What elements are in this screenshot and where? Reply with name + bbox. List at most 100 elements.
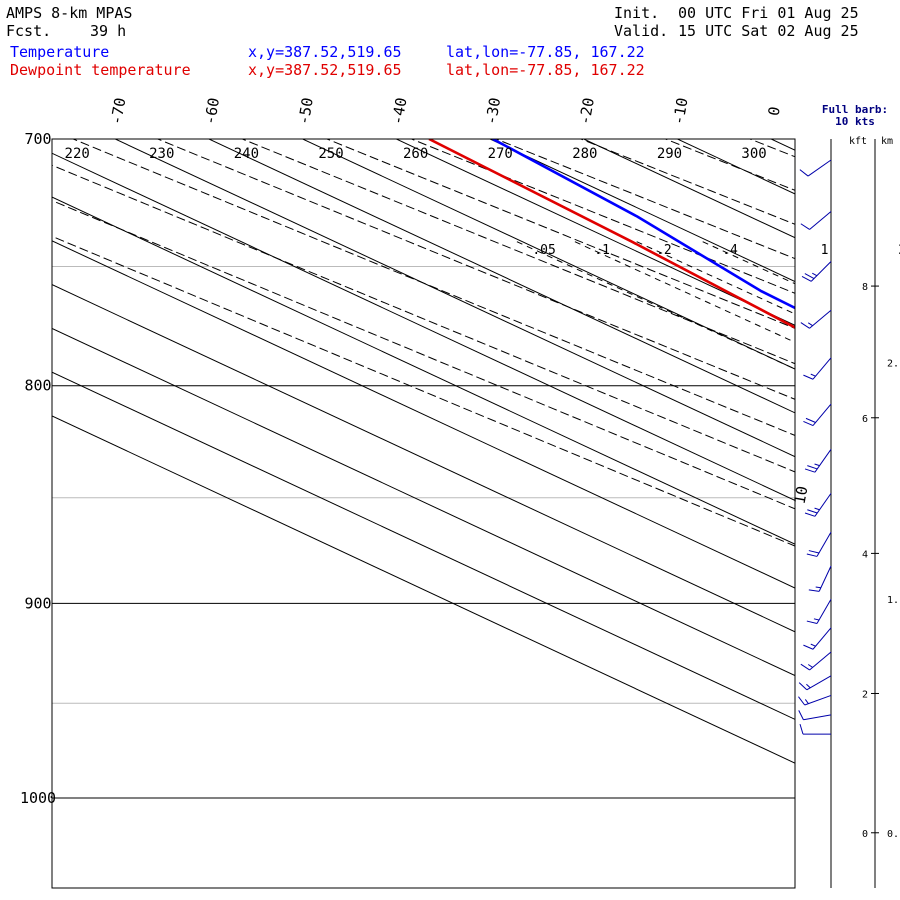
wind-barb xyxy=(803,403,832,427)
isotherm xyxy=(301,139,795,370)
dry-adiabat xyxy=(241,139,795,365)
isotherm xyxy=(52,196,795,545)
theta-label: 240 xyxy=(234,146,259,162)
legend-temperature-latlon: lat,lon=-77.85, 167.22 xyxy=(446,43,645,61)
wind-barb-half-feather xyxy=(807,322,813,327)
wind-barb-feather xyxy=(807,509,818,514)
plot-background xyxy=(52,139,795,888)
wind-barb-shaft xyxy=(807,159,832,177)
wind-barb-half-feather xyxy=(814,463,820,467)
wind-barb-half-feather xyxy=(815,586,821,589)
wind-barb-feather xyxy=(804,468,816,473)
valid-label: Valid. xyxy=(614,22,669,40)
isotherm-label: -30 xyxy=(482,96,504,126)
legend-dewpoint-latlon: lat,lon=-77.85, 167.22 xyxy=(446,61,645,79)
kft-tick-label: 8 xyxy=(862,282,868,293)
wind-barb-shaft xyxy=(814,448,832,473)
kft-tick-label: 2 xyxy=(862,689,868,700)
pressure-label-900: 900 xyxy=(24,594,51,612)
wind-barb-half-feather xyxy=(810,373,816,377)
legend-dewpoint-name: Dewpoint temperature xyxy=(10,61,191,79)
wind-barb-feather xyxy=(800,322,810,329)
legend-dewpoint-xy: x,y=387.52,519.65 xyxy=(248,61,402,79)
wind-barb xyxy=(808,565,832,592)
valid-value: 15 UTC Sat 02 Aug 25 xyxy=(678,22,859,40)
temperature-profile-line xyxy=(492,139,795,310)
wind-barb-feather xyxy=(803,374,814,380)
pressure-label-700: 700 xyxy=(24,130,51,148)
wind-barb-shaft xyxy=(809,309,832,329)
wind-barb-feather xyxy=(806,620,818,624)
isotherm xyxy=(52,415,795,764)
wind-barb-shaft xyxy=(812,357,832,380)
isotherm-label: -10 xyxy=(669,96,691,126)
wind-barb-feather xyxy=(804,512,816,517)
wind-barb xyxy=(799,159,832,177)
wind-barb-feather xyxy=(805,417,816,423)
wind-barb xyxy=(800,211,832,230)
wind-barb xyxy=(798,694,832,706)
theta-label: 270 xyxy=(488,146,513,162)
isotherm xyxy=(52,371,795,720)
theta-label: 220 xyxy=(65,146,90,162)
wind-barb-shaft xyxy=(812,627,832,650)
init-value: 00 UTC Fri 01 Aug 25 xyxy=(678,4,859,22)
wind-barb-half-feather xyxy=(814,507,820,511)
plot-frame xyxy=(51,138,796,889)
wind-barb-feather xyxy=(808,550,820,554)
wind-barb-feather xyxy=(798,696,806,706)
km-tick-label: 2. xyxy=(887,358,899,369)
pressure-label-1000: 1000 xyxy=(20,789,56,807)
wind-barb xyxy=(798,675,832,691)
isotherm-label: -70 xyxy=(107,96,129,126)
dry-adiabat xyxy=(156,139,795,400)
wind-barb-feather xyxy=(801,275,812,282)
kft-tick-label: 6 xyxy=(862,414,868,425)
km-tick-label: 1. xyxy=(887,595,899,606)
wind-barb-feather xyxy=(807,465,818,470)
isotherm-side-label: 10 xyxy=(791,485,812,506)
dry-adiabat xyxy=(325,139,795,329)
wind-barb-shaft xyxy=(812,403,832,426)
mixing-ratio-label: .05 xyxy=(532,243,555,258)
wind-barb-half-feather xyxy=(813,618,820,621)
wind-barb xyxy=(798,710,832,721)
wind-barb xyxy=(800,309,832,329)
wind-panel-title-line1: Full barb: xyxy=(822,103,888,116)
isotherm xyxy=(52,152,795,502)
wind-barb-feather xyxy=(806,553,818,557)
theta-label: 280 xyxy=(572,146,597,162)
wind-barb-shaft xyxy=(809,211,832,230)
isotherm-label: -60 xyxy=(201,96,223,126)
wind-barb-half-feather xyxy=(812,272,818,277)
wind-barb-half-feather xyxy=(810,643,816,647)
dry-adiabat xyxy=(851,112,900,900)
forecast-label: Fcst. xyxy=(6,22,52,40)
wind-panel-km-label: km xyxy=(881,136,893,147)
wind-barb-shaft xyxy=(803,714,832,721)
mixing-ratio-label: 1 xyxy=(821,243,829,258)
wind-barb xyxy=(806,531,832,557)
init-label: Init. xyxy=(614,4,660,22)
wind-barb-half-feather xyxy=(806,683,811,689)
wind-barb xyxy=(804,493,832,517)
wind-barb-feather xyxy=(800,223,810,230)
isotherm-label: -20 xyxy=(576,96,598,126)
wind-barb-shaft xyxy=(816,598,832,624)
wind-barb xyxy=(799,723,831,735)
wind-barb-feather xyxy=(798,710,804,720)
isotherm-label: -40 xyxy=(388,96,410,126)
mixing-ratio-line xyxy=(875,242,900,900)
isotherm xyxy=(52,240,795,589)
wind-panel-kft-label: kft xyxy=(849,136,867,147)
isotherm-label: 0 xyxy=(765,105,784,117)
wind-barb-feather xyxy=(804,273,815,279)
wind-barb-shaft xyxy=(804,694,832,706)
wind-barb-feather xyxy=(800,663,810,671)
wind-barb-shaft xyxy=(816,531,832,557)
isotherm xyxy=(395,139,795,326)
dewpoint-profile-line xyxy=(428,139,795,329)
dry-adiabat xyxy=(410,139,795,294)
wind-barb-shaft xyxy=(806,675,832,691)
mixing-ratio-label: .1 xyxy=(594,243,610,258)
